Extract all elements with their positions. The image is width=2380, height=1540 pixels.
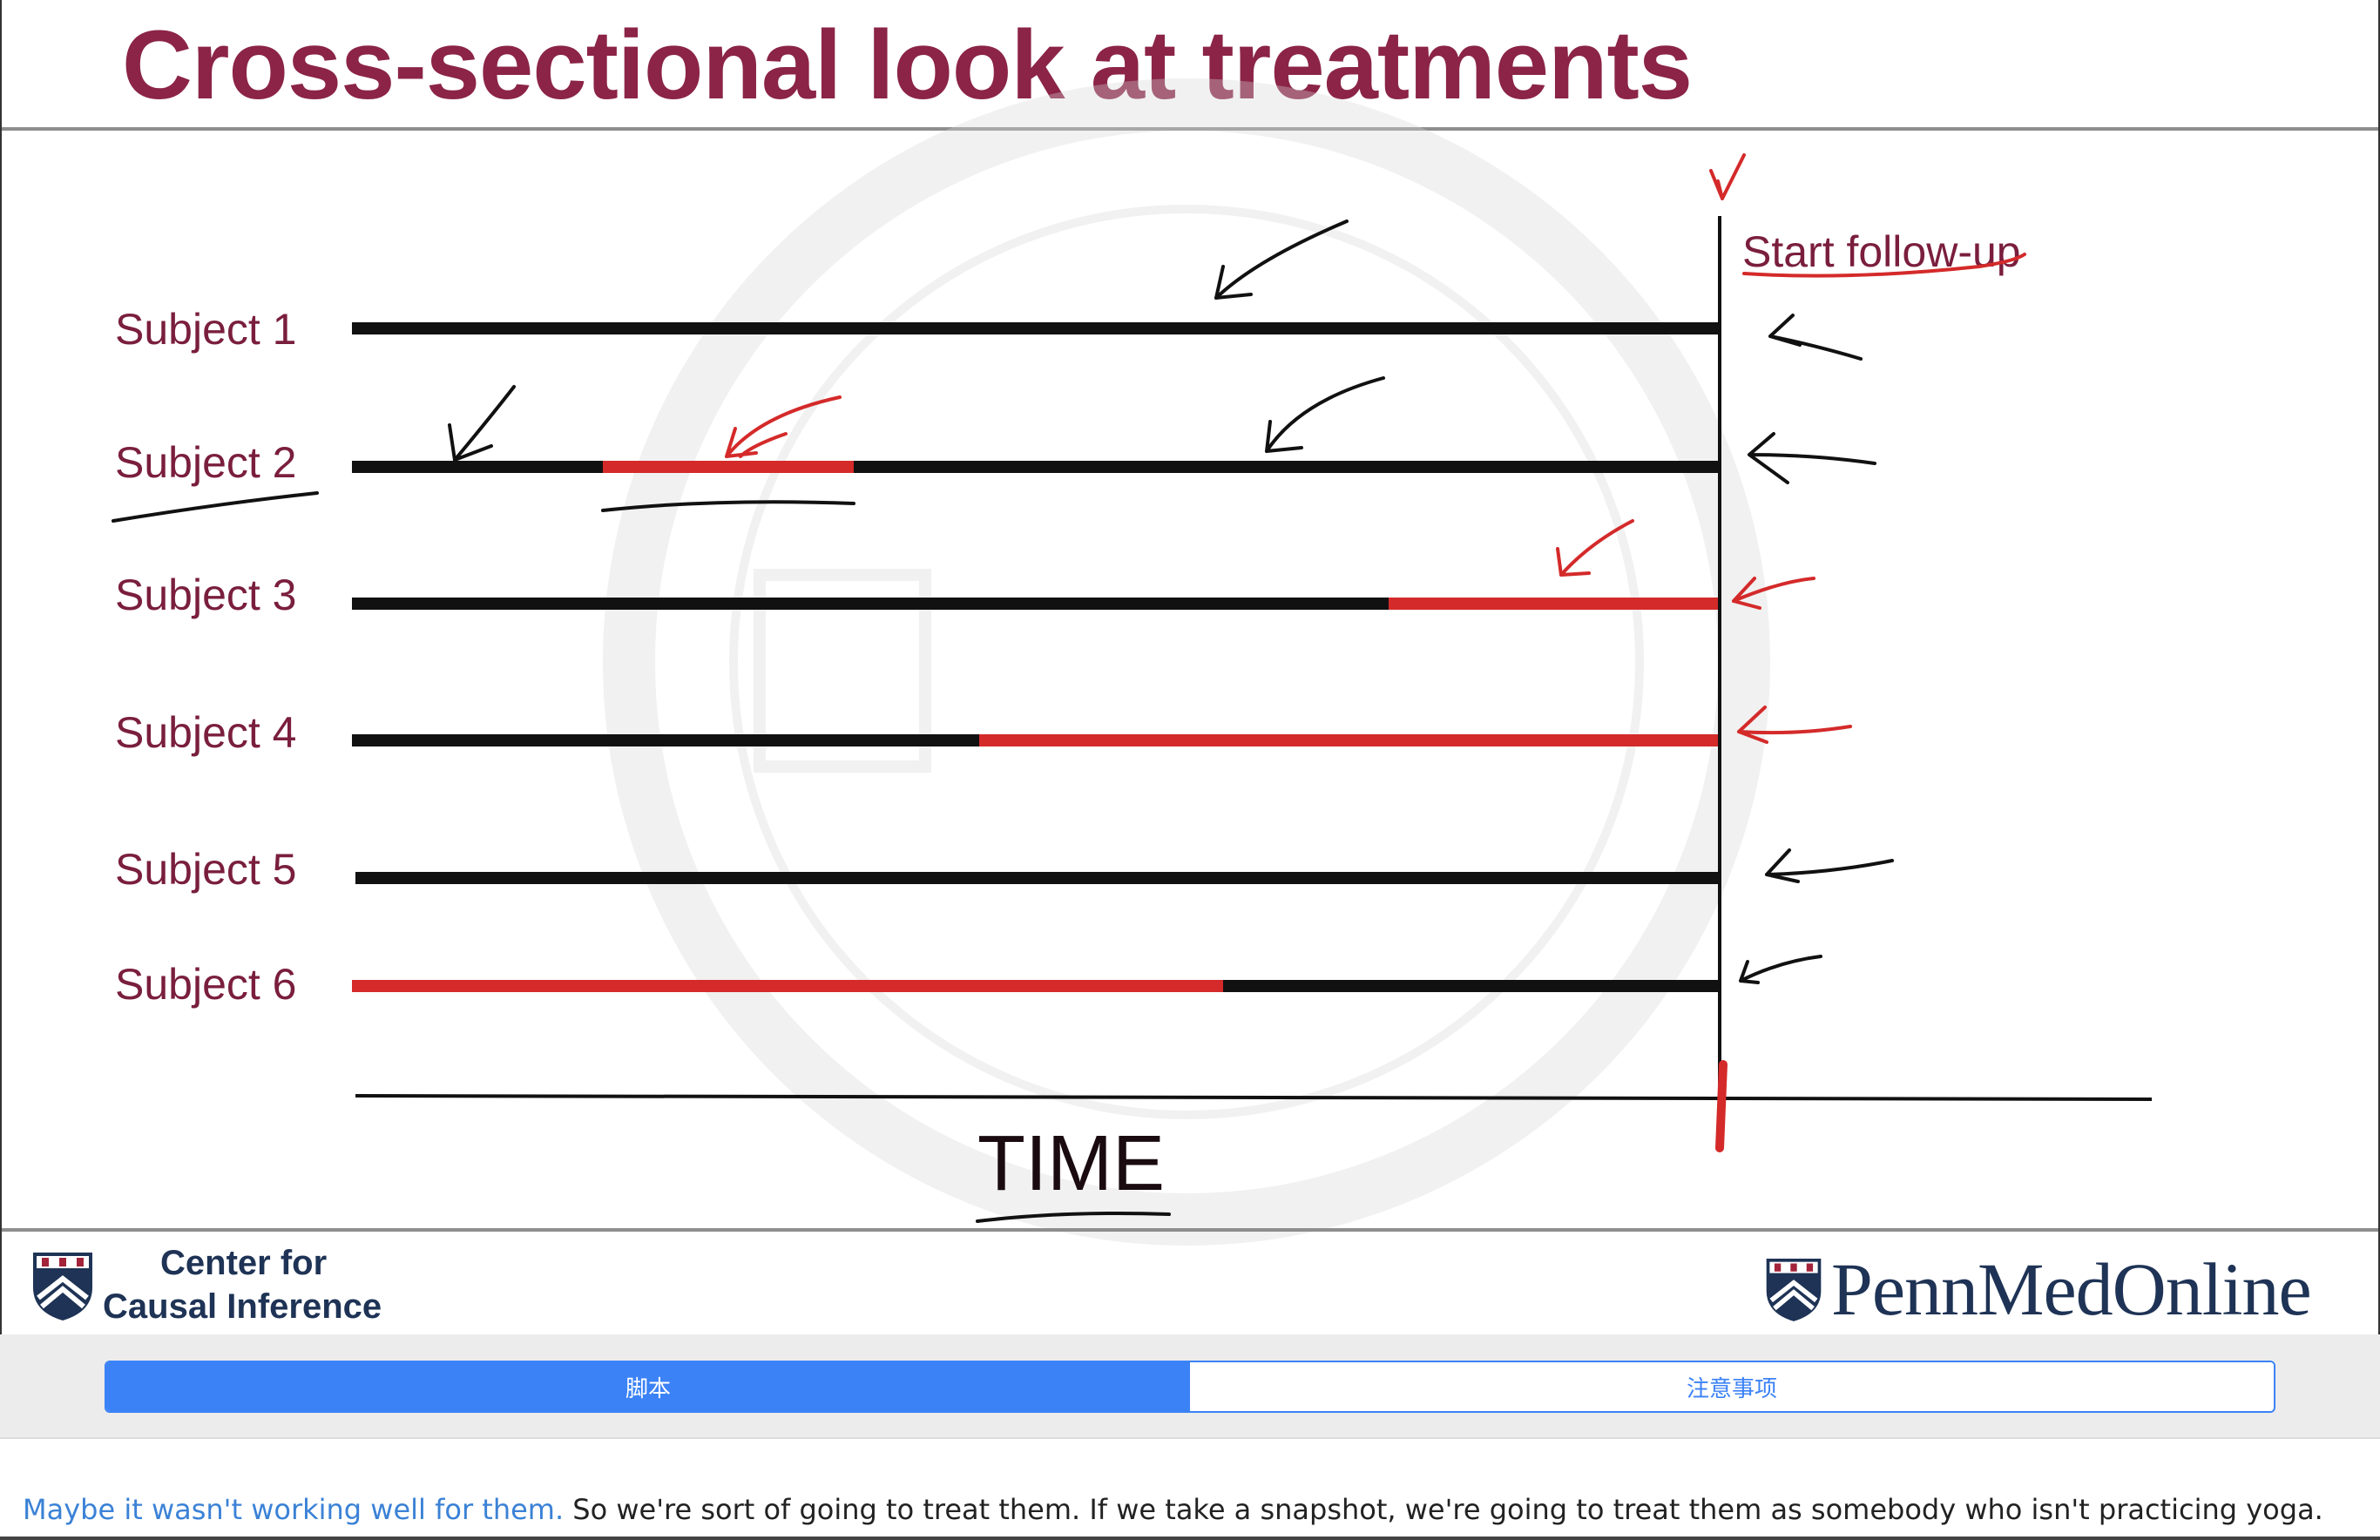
black-arrow-subject-6-icon	[1739, 955, 1822, 984]
start-follow-up-label: Start follow-up	[1742, 227, 2021, 276]
bottom-border	[0, 1537, 2380, 1540]
penn-med-online-logo: PennMedOnline	[1763, 1246, 2373, 1331]
university-seal-watermark	[603, 78, 1770, 1246]
black-underline-treated-segment-icon	[601, 500, 855, 512]
subject-3-label: Subject 3	[115, 571, 296, 619]
black-check-subject-2-icon	[448, 385, 516, 462]
black-underline-subject-2-icon	[112, 491, 319, 523]
treatment-timeline-diagram: Subject 1 Subject 2 Subject 3 Subject 4 …	[112, 78, 2153, 1246]
handwritten-annotations	[112, 153, 2026, 1223]
red-check-top-icon	[1709, 153, 1746, 200]
subject-5-label: Subject 5	[115, 845, 296, 894]
time-axis	[355, 1094, 2153, 1101]
subject-1-label: Subject 1	[115, 305, 296, 354]
black-arrow-subject-5-icon	[1765, 848, 1894, 883]
logo-left-line2: Causal Inference	[103, 1287, 382, 1326]
black-underline-time-icon	[976, 1212, 1171, 1223]
black-arrow-subject-1b-icon	[1768, 314, 1863, 361]
transcript-current-sentence[interactable]: Maybe it wasn't working well for them.	[23, 1493, 565, 1526]
red-arrow-subject-2-icon	[725, 395, 842, 458]
red-underline-follow-up-icon	[1742, 253, 2026, 278]
red-arrow-subject-3a-icon	[1556, 519, 1634, 577]
penn-shield-icon	[1766, 1259, 1822, 1321]
red-mark-axis-icon	[1715, 1060, 1728, 1152]
black-arrow-subject-2a-icon	[1265, 376, 1385, 453]
black-arrow-subject-1a-icon	[1214, 220, 1349, 300]
segmented-tabs: 脚本 注意事项	[105, 1361, 2275, 1413]
subject-timelines	[352, 322, 1720, 992]
transcript-text: Maybe it wasn't working well for them. S…	[23, 1493, 2323, 1526]
black-arrow-subject-2b-icon	[1748, 432, 1876, 484]
subject-4-label: Subject 4	[115, 708, 296, 757]
time-axis-label: TIME	[977, 1120, 1165, 1207]
logo-right-text: PennMedOnline	[1831, 1247, 2312, 1331]
title-divider	[2, 127, 2378, 131]
video-slide: Cross-sectional look at treatments Subje…	[0, 0, 2380, 1334]
tab-transcript[interactable]: 脚本	[106, 1362, 1190, 1411]
footer-divider	[2, 1228, 2378, 1232]
penn-shield-icon	[33, 1253, 92, 1320]
subject-6-label: Subject 6	[115, 960, 296, 1009]
tab-notes[interactable]: 注意事项	[1190, 1362, 2274, 1411]
red-arrow-subject-4-icon	[1737, 706, 1852, 744]
transcript-panel: Maybe it wasn't working well for them. S…	[0, 1439, 2380, 1540]
center-for-causal-inference-logo: Center for Causal Inference	[26, 1244, 409, 1331]
tab-bar: 脚本 注意事项	[0, 1334, 2380, 1439]
slide-title: Cross-sectional look at treatments	[122, 10, 1693, 119]
transcript-following-text[interactable]: So we're sort of going to treat them. If…	[564, 1493, 2323, 1526]
red-arrow-subject-3b-icon	[1732, 577, 1815, 610]
logo-left-line1: Center for	[160, 1244, 328, 1282]
subject-2-label: Subject 2	[115, 438, 296, 487]
